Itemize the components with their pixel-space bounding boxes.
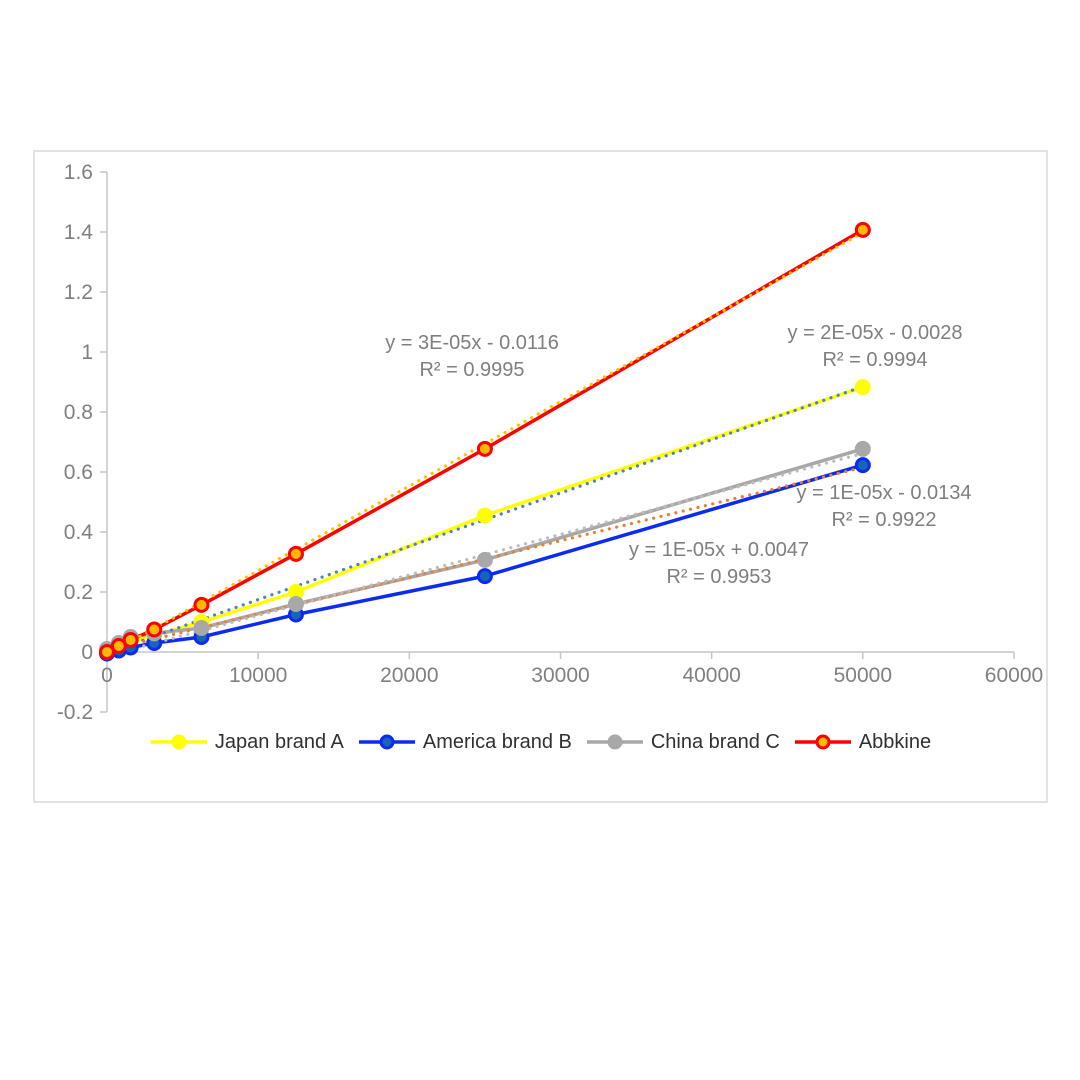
legend-item-japan-brand-a: Japan brand A — [150, 731, 344, 754]
trendline-equation-japan-brand-a: y = 2E-05x - 0.0028 R² = 0.9994 — [787, 320, 962, 374]
data-point — [122, 632, 139, 648]
chart-plot-area: -0.2 0 0.2 0.4 0.6 0.8 1 1.2 1.4 1.6 0 10000 20000 30… — [57, 161, 1043, 724]
legend-label: America brand B — [422, 730, 572, 753]
x-tick-label: 40000 — [682, 664, 740, 687]
legend-item-america-brand-b: America brand B — [358, 731, 572, 754]
legend-marker-icon — [794, 734, 851, 750]
r-squared-text: R² = 0.9994 — [822, 349, 928, 371]
x-tick-label: 10000 — [229, 664, 287, 687]
data-point — [854, 440, 871, 457]
data-point — [193, 620, 210, 636]
equation-text: y = 2E-05x - 0.0028 — [787, 322, 963, 344]
data-point — [146, 621, 163, 638]
axis-labels: -0.2 0 0.2 0.4 0.6 0.8 1 1.2 1.4 1.6 0 10000 20000 30… — [57, 161, 1043, 724]
r-squared-text: R² = 0.9922 — [831, 509, 937, 531]
y-tick-label: 1.6 — [64, 161, 93, 184]
x-tick-label: 0 — [101, 664, 113, 687]
y-tick-label: 0 — [81, 641, 93, 664]
legend-label: Japan brand A — [214, 730, 344, 753]
equation-text: y = 1E-05x + 0.0047 — [628, 539, 810, 561]
r-squared-text: R² = 0.9953 — [666, 566, 772, 588]
data-point — [476, 440, 493, 457]
data-point — [476, 507, 493, 524]
equation-text: y = 1E-05x - 0.0134 — [796, 482, 972, 504]
data-point — [110, 638, 127, 654]
y-tick-label: 1 — [81, 341, 93, 364]
series-markers-abbkine — [99, 221, 871, 660]
x-tick-label: 60000 — [985, 664, 1043, 687]
y-tick-label: 0.2 — [64, 581, 93, 604]
data-point — [193, 596, 210, 613]
trendline-equation-china-brand-c: y = 1E-05x - 0.0134 R² = 0.9922 — [796, 480, 971, 534]
data-point — [287, 545, 304, 562]
x-tick-label: 30000 — [531, 664, 589, 687]
data-point — [287, 596, 304, 612]
y-tick-label: 1.2 — [64, 281, 93, 304]
equation-text: y = 3E-05x - 0.0116 — [385, 332, 559, 354]
data-point — [854, 221, 871, 238]
y-tick-label: 1.4 — [64, 221, 94, 244]
legend-marker-icon — [358, 734, 415, 750]
axes — [100, 171, 1015, 713]
x-tick-label: 20000 — [380, 664, 438, 687]
legend-label: China brand C — [650, 730, 780, 753]
trendline-equation-abbkine: y = 3E-05x - 0.0116 R² = 0.9995 — [385, 330, 559, 384]
legend-label: Abbkine — [858, 730, 932, 753]
trendline-equation-america-brand-b: y = 1E-05x + 0.0047 R² = 0.9953 — [629, 537, 809, 591]
data-point — [854, 457, 871, 474]
legend-marker-icon — [586, 734, 643, 750]
trendline-japan-brand-a — [105, 384, 865, 655]
r-squared-text: R² = 0.9995 — [419, 359, 525, 381]
data-point — [476, 551, 493, 568]
legend-item-china-brand-c: China brand C — [586, 731, 780, 754]
data-point — [99, 644, 115, 660]
chart-legend: Japan brand A America brand B China brand … — [35, 722, 1046, 762]
y-tick-label: 0.8 — [64, 401, 93, 424]
y-tick-label: 0.4 — [64, 521, 94, 544]
x-tick-label: 50000 — [834, 664, 892, 687]
trendline-china-brand-c — [105, 451, 865, 658]
y-tick-label: -0.2 — [57, 701, 93, 724]
data-point — [476, 568, 493, 585]
series-line-china-brand-c — [105, 447, 865, 651]
chart-frame: y = 3E-05x - 0.0116 R² = 0.9995 y = 2E-0… — [33, 150, 1048, 803]
legend-marker-icon — [150, 734, 207, 750]
data-point — [854, 379, 871, 396]
y-tick-label: 0.6 — [64, 461, 93, 484]
legend-item-abbkine: Abbkine — [794, 731, 931, 754]
